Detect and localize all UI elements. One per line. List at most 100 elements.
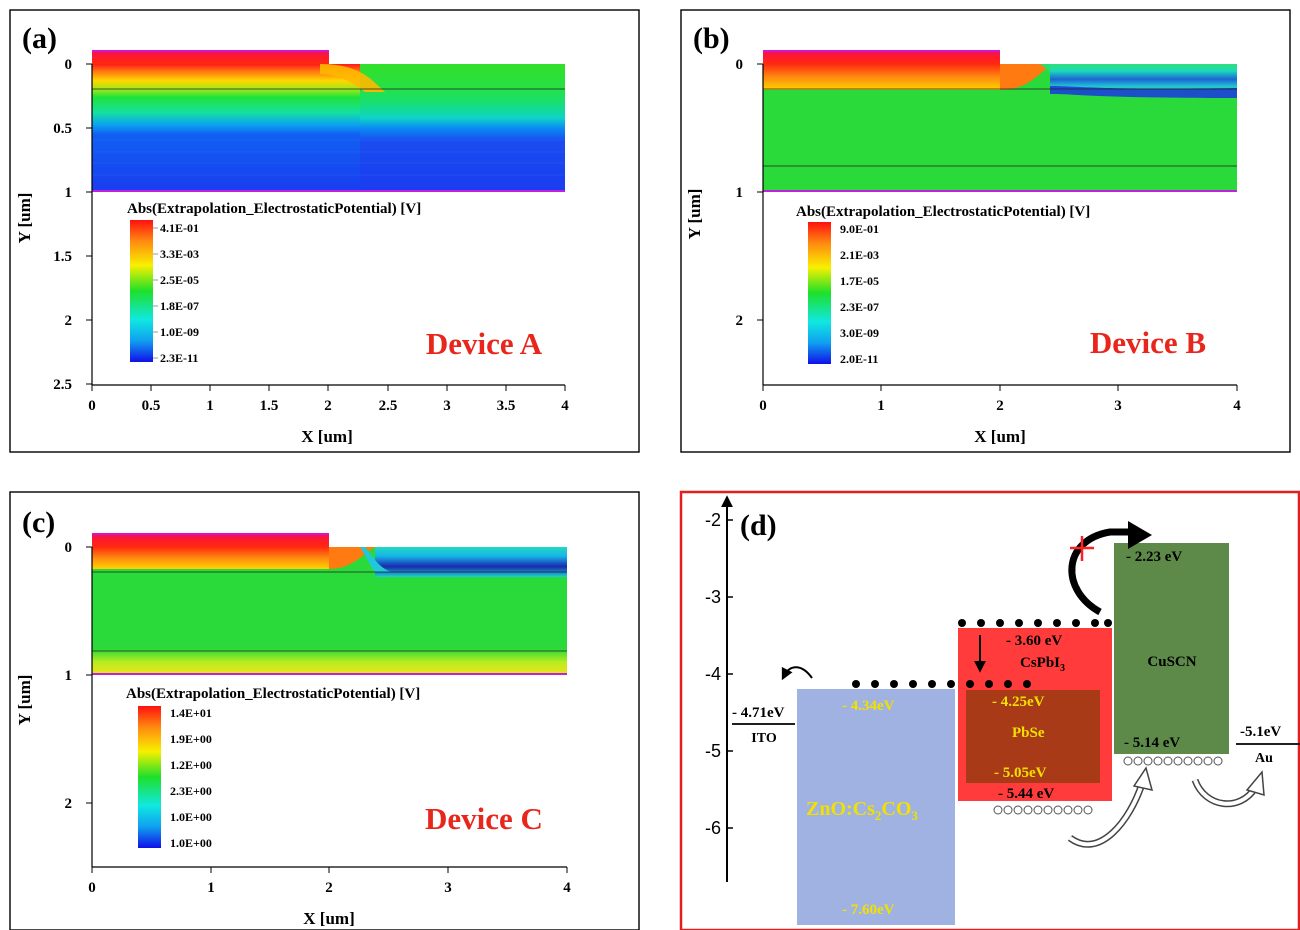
legend-value: 2.0E-11: [840, 352, 878, 366]
legend-value: 1.4E+01: [170, 706, 212, 720]
panel-c-xlabel: X [um]: [303, 909, 354, 928]
legend-value: 4.1E-01: [160, 221, 199, 235]
panel-b-yticks: 0 1 2: [736, 57, 744, 329]
panel-b-xticks: 0 1 2 3 4: [759, 398, 1241, 414]
panel-a-xlabel: X [um]: [301, 427, 352, 446]
pbse-label: PbSe: [1012, 725, 1045, 741]
panel-b-device-label: Device B: [1090, 325, 1206, 360]
x-tick: 1: [207, 880, 215, 896]
panel-a-colorbar: [130, 220, 153, 362]
panel-a-device-label: Device A: [426, 326, 543, 361]
legend-value: 1.0E+00: [170, 810, 212, 824]
panel-a-legend-values: 4.1E-01 3.3E-03 2.5E-05 1.8E-07 1.0E-09 …: [160, 221, 199, 365]
cuscn-top-value: - 2.23 eV: [1126, 549, 1182, 565]
panel-c: (c) 0 1 2 3 4 0 1 2: [9, 491, 640, 930]
legend-value: 1.2E+00: [170, 758, 212, 772]
y-tick: 1: [65, 185, 73, 201]
panel-b-colorbar: [808, 222, 831, 364]
hole-transfer-arrow-1: [1068, 783, 1144, 847]
pbse-box: [966, 690, 1100, 783]
x-tick: 1: [206, 398, 214, 414]
y-tick: 2: [736, 313, 744, 329]
blocked-arrow-head: [1128, 521, 1152, 549]
legend-value: 3.3E-03: [160, 247, 199, 261]
panel-b-legend-title: Abs(Extrapolation_ElectrostaticPotential…: [796, 204, 1090, 220]
panel-c-legend-title: Abs(Extrapolation_ElectrostaticPotential…: [126, 686, 420, 702]
legend-value: 1.0E-09: [160, 325, 199, 339]
cuscn-bottom-value: - 5.14 eV: [1124, 735, 1180, 751]
y-tick: 2: [65, 313, 73, 329]
au-value: -5.1eV: [1240, 724, 1281, 740]
x-tick: 2.5: [379, 398, 398, 414]
y-tick: -5: [705, 741, 721, 761]
y-tick: 2: [65, 796, 73, 812]
panel-a-transition: [320, 64, 385, 92]
cuscn-box: [1114, 543, 1229, 754]
panel-b-xlabel: X [um]: [974, 427, 1025, 446]
zno-top-value: - 4.34eV: [842, 698, 895, 714]
x-tick: 0.5: [142, 398, 161, 414]
legend-value: 2.3E+00: [170, 784, 212, 798]
panel-b-tag: (b): [693, 22, 730, 55]
x-tick: 2: [996, 398, 1004, 414]
y-tick: -2: [705, 510, 721, 530]
y-tick: 0.5: [53, 121, 72, 137]
y-tick: 0: [736, 57, 744, 73]
blocked-cross: [1070, 536, 1094, 561]
y-tick: -3: [705, 587, 721, 607]
legend-value: 1.7E-05: [840, 274, 879, 288]
ito-value: - 4.71eV: [732, 705, 785, 721]
x-tick: 3.5: [497, 398, 516, 414]
ito-label: ITO: [751, 731, 777, 746]
cspbi3-label: CsPbI3: [1020, 655, 1065, 674]
x-tick: 1: [877, 398, 885, 414]
panel-b-ylabel: Y [um]: [685, 189, 704, 240]
panel-a-ylabel: Y [um]: [15, 193, 34, 244]
panel-c-ylabel: Y [um]: [15, 675, 34, 726]
panel-a-field-right: [360, 64, 565, 192]
electron-dots: [852, 619, 1112, 688]
hole-circles: [993, 756, 1223, 815]
legend-value: 2.3E-11: [160, 351, 198, 365]
zno-label: ZnO:Cs2CO3: [806, 798, 918, 823]
x-tick: 3: [1114, 398, 1122, 414]
panel-c-device-label: Device C: [425, 801, 543, 836]
y-tick: 2.5: [53, 377, 72, 393]
y-tick: 1.5: [53, 249, 72, 265]
legend-value: 2.3E-07: [840, 300, 879, 314]
panel-a-legend-title: Abs(Extrapolation_ElectrostaticPotential…: [127, 201, 421, 217]
x-tick: 0: [759, 398, 767, 414]
y-tick: 1: [65, 668, 73, 684]
y-tick: 0: [65, 540, 73, 556]
panel-b-legend-values: 9.0E-01 2.1E-03 1.7E-05 2.3E-07 3.0E-09 …: [840, 222, 879, 366]
x-tick: 2: [325, 880, 333, 896]
legend-value: 1.8E-07: [160, 299, 199, 313]
x-tick: 4: [1233, 398, 1241, 414]
panel-a-xticks: 0 0.5 1 1.5 2 2.5 3 3.5 4: [88, 398, 569, 414]
legend-value: 1.9E+00: [170, 732, 212, 746]
y-tick: 0: [65, 57, 73, 73]
x-tick: 3: [444, 880, 452, 896]
panel-a-tag: (a): [22, 22, 57, 55]
pbse-top-value: - 4.25eV: [992, 694, 1045, 710]
y-tick: 1: [736, 185, 744, 201]
cuscn-label: CuSCN: [1147, 654, 1196, 670]
x-tick: 4: [563, 880, 571, 896]
zno-box: [797, 689, 955, 925]
panel-d-tag: (d): [740, 509, 777, 542]
pbse-bottom-value: - 5.05eV: [994, 765, 1047, 781]
panel-c-xticks: 0 1 2 3 4: [88, 880, 571, 896]
panel-c-colorbar: [138, 706, 161, 848]
blocked-transfer-arrow: [1068, 528, 1130, 616]
panel-a: (a) 0 0.5 1 1.5 2 2.5 3 3.5 4: [9, 9, 640, 453]
x-tick: 3: [443, 398, 451, 414]
y-tick: -4: [705, 664, 721, 684]
cspbi3-bottom-value: - 5.44 eV: [998, 786, 1054, 802]
panel-d-yticks: -2 -3 -4 -5 -6: [705, 510, 721, 838]
x-tick: 2: [324, 398, 332, 414]
panel-c-yticks: 0 1 2: [65, 540, 73, 812]
panel-a-contact: [92, 50, 329, 64]
panel-b: (b) 0 1 2 3 4 0 1 2: [680, 9, 1291, 453]
x-tick: 4: [561, 398, 569, 414]
